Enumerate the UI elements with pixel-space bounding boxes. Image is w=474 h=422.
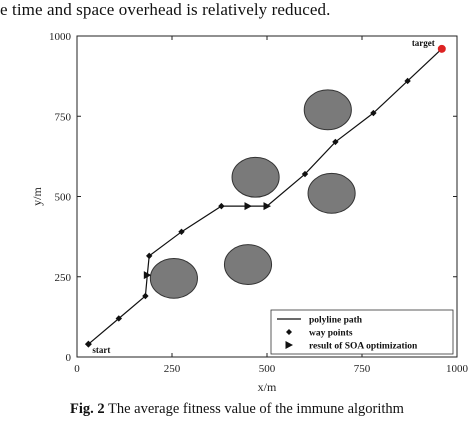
target-marker bbox=[437, 44, 446, 53]
figure-caption: Fig. 2 The average fitness value of the … bbox=[0, 400, 474, 418]
markers bbox=[115, 77, 411, 322]
way-point bbox=[332, 138, 339, 146]
way-point bbox=[178, 228, 185, 236]
x-tick-label: 750 bbox=[354, 363, 371, 375]
way-point bbox=[142, 292, 149, 300]
soa-point bbox=[244, 202, 252, 211]
y-tick-label: 250 bbox=[55, 272, 72, 284]
legend-box bbox=[270, 309, 454, 355]
way-point bbox=[146, 252, 153, 260]
y-tick-label: 1000 bbox=[49, 31, 72, 43]
path-planning-chart: 00 250 250 500 500 750 750 1000 1000 x/m y/m start… bbox=[30, 31, 469, 394]
target-label: target bbox=[412, 38, 435, 48]
annotations: start target bbox=[84, 38, 446, 355]
legend-diamond-swatch bbox=[286, 329, 292, 335]
soa-point bbox=[143, 271, 152, 280]
x-tick-label: 500 bbox=[259, 363, 276, 375]
soa-point bbox=[263, 202, 271, 211]
y-axis-label: y/m bbox=[30, 187, 44, 206]
obstacle-circle bbox=[231, 156, 280, 198]
obstacles bbox=[149, 89, 356, 299]
y-tick-label: 0 bbox=[66, 352, 72, 364]
start-label: start bbox=[92, 345, 110, 355]
polyline-path bbox=[88, 48, 443, 345]
obstacle-circle bbox=[303, 89, 352, 131]
figure-caption-label: Fig. 2 bbox=[70, 401, 105, 417]
obstacle-circle bbox=[223, 244, 273, 285]
path-line bbox=[88, 48, 443, 345]
legend-entry-label: polyline path bbox=[309, 316, 363, 326]
obstacle-circle bbox=[149, 257, 198, 299]
x-tick-label: 1000 bbox=[446, 363, 469, 375]
legend-entry-label: way points bbox=[309, 329, 353, 339]
x-tick-label: 0 bbox=[74, 363, 80, 375]
way-point bbox=[115, 315, 122, 322]
legend-triangle-swatch bbox=[285, 341, 293, 349]
y-tick-label: 750 bbox=[55, 111, 72, 123]
legend: polyline path way points result of SOA opt… bbox=[270, 309, 454, 355]
plot-frame bbox=[76, 35, 458, 358]
legend-entry-label: result of SOA optimization bbox=[309, 342, 418, 352]
start-marker bbox=[84, 340, 92, 348]
x-axis-label: x/m bbox=[258, 380, 277, 394]
axes: 00 250 250 500 500 750 750 1000 1000 x/m y/m bbox=[30, 31, 469, 394]
way-point bbox=[370, 109, 377, 117]
figure-caption-text: The average fitness value of the immune … bbox=[104, 401, 404, 417]
obstacle-circle bbox=[307, 172, 356, 214]
way-point bbox=[301, 170, 309, 178]
body-text-fragment: e time and space overhead is relatively … bbox=[0, 0, 331, 19]
way-point bbox=[218, 202, 225, 210]
x-tick-label: 250 bbox=[164, 363, 181, 375]
way-point bbox=[404, 77, 411, 85]
y-tick-label: 500 bbox=[55, 192, 72, 204]
